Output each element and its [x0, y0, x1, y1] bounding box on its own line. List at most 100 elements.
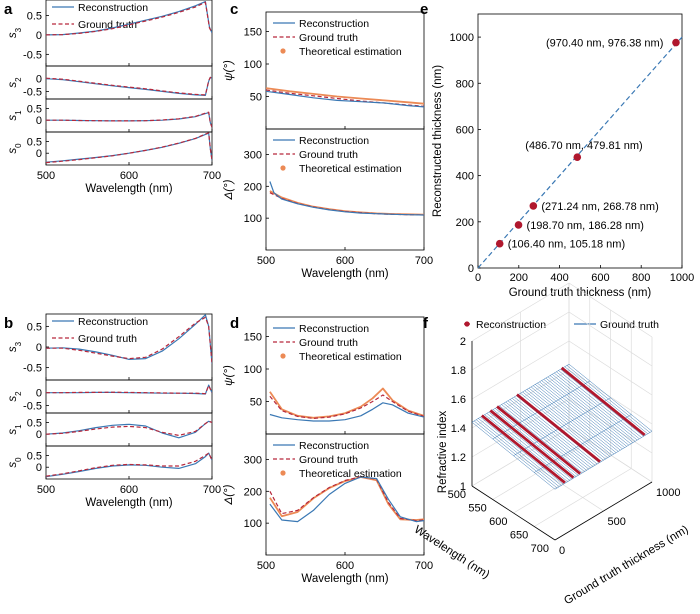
panel-label-f: f	[423, 315, 429, 332]
e-frame	[477, 13, 683, 269]
ylabel-base: s	[7, 115, 19, 121]
e-yticklabel-2: 400	[456, 171, 474, 183]
ylabel-base: s	[7, 82, 19, 88]
d-sub-0-yticklabel-1: 100	[244, 364, 262, 376]
c-sub-0-yticklabel-1: 100	[244, 59, 262, 71]
e-point-1	[514, 221, 523, 229]
legend-label-f-0: Reconstruction	[476, 319, 546, 331]
c-sub-1-xticklabel-1: 600	[336, 255, 354, 267]
e-point-3	[573, 153, 582, 162]
e-point-2	[529, 202, 538, 210]
e-xticklabel-0: 0	[475, 272, 481, 284]
ylabel-base: s	[7, 148, 19, 154]
d-sub-1-ylabel: Δ(°)	[223, 484, 235, 505]
a-sub-3-ylabel: s0	[7, 143, 23, 154]
ylabel-sub: 1	[14, 424, 23, 429]
b-sub-2: 0.50 s1	[7, 412, 213, 447]
d-sub-1-series-reconstruction	[269, 476, 424, 523]
legend-marker-c-0-2	[280, 48, 286, 54]
d-sub-0-yticklabel-0: 150	[244, 332, 262, 344]
f-ylabel: Ground truth thickness (nm)	[562, 523, 690, 607]
ylabel-base: s	[7, 346, 19, 352]
a-sub-2-yticklabel-0: 0.5	[27, 103, 42, 115]
a-sub-3-xticklabel-2: 700	[203, 170, 221, 182]
a-sub-3-yticklabel-0: 0.5	[27, 136, 42, 148]
d-sub-1-xticklabel-1: 600	[336, 560, 354, 572]
d-sub-1-xticklabel-2: 700	[415, 560, 433, 572]
e-ylabel: Reconstructed thickness (nm)	[432, 65, 444, 217]
legend-label-b-0: Reconstruction	[78, 316, 148, 328]
b-sub-2-frame	[45, 412, 213, 447]
f-zticklabel-5: 2	[460, 336, 466, 348]
f-gt-cross-3	[534, 414, 632, 473]
a-sub-1-yticklabel-0: 0	[36, 74, 42, 86]
a-sub-3-series-ground-truth	[46, 132, 212, 164]
c-sub-1-yticklabel-2: 100	[244, 213, 262, 225]
e-xlabel: Ground truth thickness (nm)	[509, 287, 652, 299]
b-sub-1-yticklabel-1: -0.5	[23, 400, 42, 412]
b-sub-0-series-ground-truth	[46, 316, 212, 364]
legend-label-d-0-1: Ground truth	[299, 337, 358, 349]
b-sub-0: 0.50-0.5s3	[7, 313, 213, 381]
b-sub-3-xticklabel-2: 700	[203, 484, 221, 496]
legend-label-d-0-0: Reconstruction	[299, 323, 369, 335]
f-zticklabel-0: 1	[460, 481, 466, 493]
c-sub-0-yticklabel-0: 150	[244, 27, 262, 39]
ylabel-base: s	[7, 32, 19, 38]
f-xaxis	[471, 485, 556, 541]
e-yticklabel-3: 600	[456, 124, 474, 136]
e-xticklabel-2: 400	[550, 272, 568, 284]
panel-c-xlabel: Wavelength (nm)	[301, 268, 388, 280]
legend-label-c-0-1: Ground truth	[299, 32, 358, 44]
panel-label-e: e	[420, 1, 428, 18]
legend-label-a-0: Reconstruction	[78, 2, 148, 14]
c-sub-1-series-reconstruction	[269, 181, 424, 216]
a-sub-3-series-reconstruction	[46, 132, 212, 163]
legend-marker-d-1-2	[280, 470, 286, 476]
a-sub-2: 0.50 s1	[7, 98, 213, 133]
f-gt-cross-4	[554, 431, 653, 490]
c-sub-0-series-theoretical-estimation	[266, 87, 424, 105]
a-sub-1-yticklabel-1: -0.5	[23, 86, 42, 98]
e-xticklabel-3: 600	[591, 272, 609, 284]
b-sub-3-xticklabel-1: 600	[120, 484, 138, 496]
f-yaxis	[554, 481, 653, 541]
e-yticklabel-4: 800	[456, 78, 474, 90]
ylabel-base: s	[7, 396, 19, 402]
c-sub-0-yticklabel-2: 50	[250, 92, 262, 104]
f-xticklabel-3: 650	[510, 530, 528, 542]
b-sub-1-series-ground-truth	[46, 385, 212, 395]
c-sub-0-ylabel: ψ(°)	[223, 60, 235, 81]
a-sub-1: 0-0.5s2	[7, 65, 213, 100]
c-sub-1-frame	[265, 128, 425, 251]
a-sub-3-xticklabel-0: 500	[37, 170, 55, 182]
a-sub-0-yticklabel-0: 0.5	[27, 11, 42, 23]
f-zticklabel-3: 1.6	[451, 394, 466, 406]
a-sub-1-ylabel: s2	[7, 77, 23, 88]
a-sub-2-ylabel: s1	[7, 110, 23, 121]
d-sub-0-ylabel: ψ(°)	[223, 365, 235, 386]
e-point-4	[672, 38, 680, 47]
a-sub-2-frame	[45, 98, 213, 133]
legend-label-d-1-0: Reconstruction	[299, 440, 369, 452]
f-grid-bf-1	[520, 456, 604, 512]
panel-d-xlabel: Wavelength (nm)	[301, 573, 388, 585]
d-sub-1-series-theoretical-estimation	[269, 476, 424, 521]
e-xticklabel-5: 1000	[670, 272, 694, 284]
b-sub-3-series-ground-truth	[46, 452, 212, 477]
b-sub-3-xticklabel-0: 500	[37, 484, 55, 496]
d-sub-0-series-theoretical-estimation	[269, 387, 424, 419]
panel-a-xlabel: Wavelength (nm)	[85, 183, 172, 195]
ylabel-base: s	[7, 462, 19, 468]
ylabel-sub: 1	[14, 110, 23, 115]
legend-label-c-1-1: Ground truth	[299, 149, 358, 161]
c-sub-1-xticklabel-0: 500	[257, 255, 275, 267]
b-sub-2-series-reconstruction	[46, 420, 212, 439]
f-yticklabel-1: 500	[608, 516, 626, 528]
e-yticklabel-0: 0	[468, 263, 474, 275]
b-sub-3-yticklabel-0: 0.5	[27, 450, 42, 462]
a-sub-1-series-reconstruction	[46, 76, 212, 97]
panel-b-xlabel: Wavelength (nm)	[85, 497, 172, 509]
